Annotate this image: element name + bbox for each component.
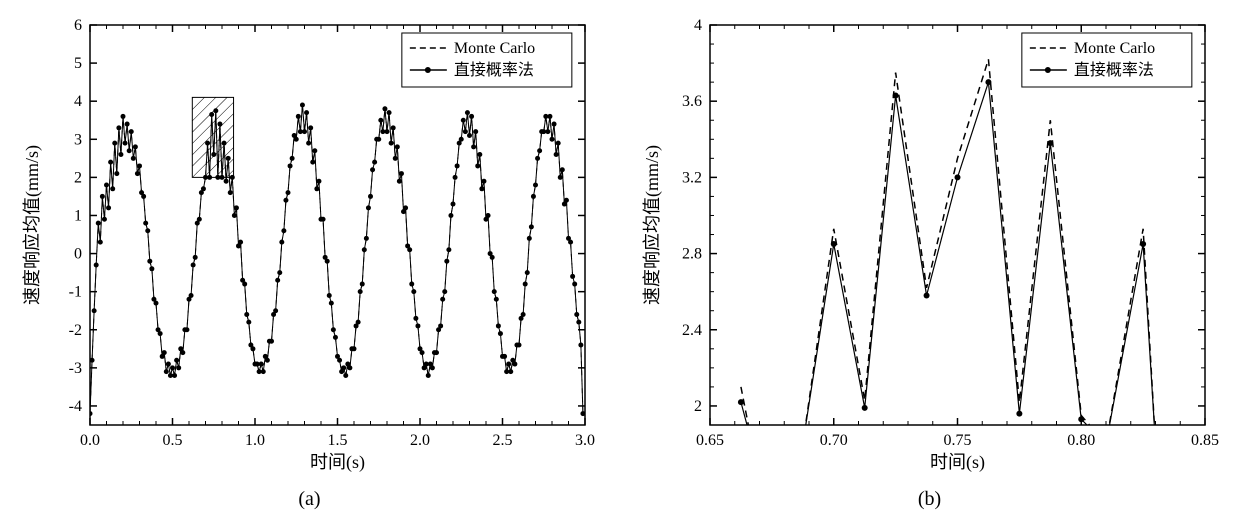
figure-row: 0.0 0.5 1.0 1.5 2.0 2.5 3.0 -4 -3 -2 -1 0 1 2 3 4 5 6 时间(s… bbox=[20, 10, 1219, 511]
svg-text:2.8: 2.8 bbox=[682, 246, 702, 263]
svg-text:2.5: 2.5 bbox=[492, 432, 512, 449]
svg-text:-1: -1 bbox=[68, 284, 81, 301]
svg-text:4: 4 bbox=[694, 17, 702, 34]
svg-text:0.85: 0.85 bbox=[1191, 432, 1219, 449]
svg-text:1.0: 1.0 bbox=[245, 432, 265, 449]
svg-text:直接概率法: 直接概率法 bbox=[1073, 61, 1153, 79]
svg-text:速度响应均值(mm/s): 速度响应均值(mm/s) bbox=[642, 145, 663, 305]
svg-text:-2: -2 bbox=[68, 322, 81, 339]
svg-text:2: 2 bbox=[694, 398, 702, 415]
svg-text:2.0: 2.0 bbox=[410, 432, 430, 449]
svg-text:3.2: 3.2 bbox=[682, 169, 702, 186]
panel-b: 0.65 0.70 0.75 0.80 0.85 2 2.4 2.8 3.2 3.6 4 时间(s) 速… bbox=[640, 10, 1220, 511]
svg-text:时间(s): 时间(s) bbox=[930, 452, 985, 473]
svg-text:0.70: 0.70 bbox=[819, 432, 847, 449]
svg-text:0: 0 bbox=[74, 246, 82, 263]
svg-text:2: 2 bbox=[74, 169, 82, 186]
svg-text:6: 6 bbox=[74, 17, 82, 34]
svg-text:0.75: 0.75 bbox=[943, 432, 971, 449]
svg-text:速度响应均值(mm/s): 速度响应均值(mm/s) bbox=[22, 145, 43, 305]
svg-text:0.0: 0.0 bbox=[80, 432, 100, 449]
svg-text:1: 1 bbox=[74, 207, 82, 224]
svg-text:-3: -3 bbox=[68, 360, 81, 377]
chart-b: 0.65 0.70 0.75 0.80 0.85 2 2.4 2.8 3.2 3.6 4 时间(s) 速… bbox=[640, 10, 1220, 480]
svg-text:2.4: 2.4 bbox=[682, 322, 702, 339]
sublabel-a: (a) bbox=[298, 488, 320, 511]
svg-text:3.0: 3.0 bbox=[575, 432, 595, 449]
svg-text:0.5: 0.5 bbox=[162, 432, 182, 449]
svg-text:Monte Carlo: Monte Carlo bbox=[453, 40, 534, 57]
svg-text:时间(s): 时间(s) bbox=[310, 452, 365, 473]
svg-text:1.5: 1.5 bbox=[327, 432, 347, 449]
svg-text:Monte Carlo: Monte Carlo bbox=[1073, 40, 1154, 57]
svg-text:-4: -4 bbox=[68, 398, 81, 415]
svg-text:0.65: 0.65 bbox=[696, 432, 724, 449]
svg-text:3: 3 bbox=[74, 131, 82, 148]
svg-text:0.80: 0.80 bbox=[1067, 432, 1095, 449]
svg-text:直接概率法: 直接概率法 bbox=[453, 61, 533, 79]
sublabel-b: (b) bbox=[918, 488, 941, 511]
svg-text:3.6: 3.6 bbox=[682, 93, 702, 110]
chart-a: 0.0 0.5 1.0 1.5 2.0 2.5 3.0 -4 -3 -2 -1 0 1 2 3 4 5 6 时间(s… bbox=[20, 10, 600, 480]
svg-text:5: 5 bbox=[74, 55, 82, 72]
panel-a: 0.0 0.5 1.0 1.5 2.0 2.5 3.0 -4 -3 -2 -1 0 1 2 3 4 5 6 时间(s… bbox=[20, 10, 600, 511]
svg-text:4: 4 bbox=[74, 93, 82, 110]
